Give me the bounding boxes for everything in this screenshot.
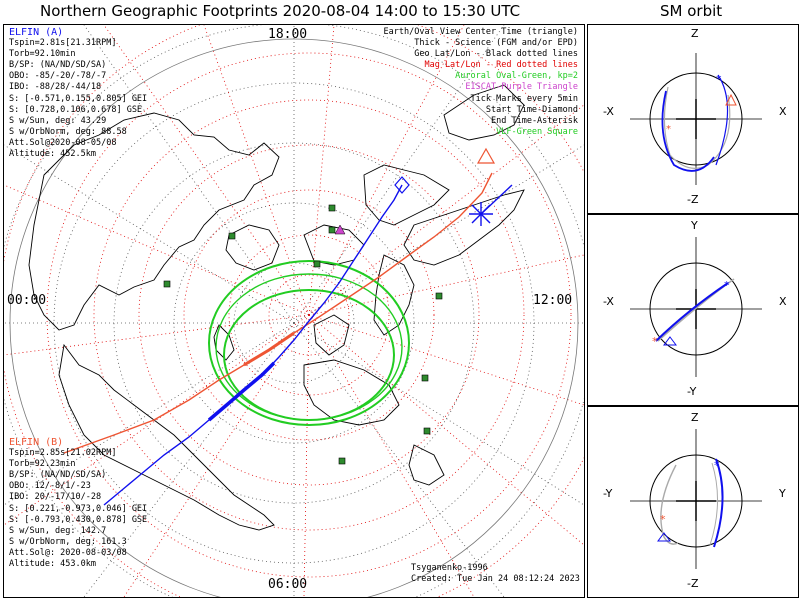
elfin-b-center-triangle xyxy=(476,147,496,164)
elfin-a-start-diamond xyxy=(394,176,410,194)
elfin_b-line: S w/Sun, deg: 142.7 xyxy=(9,525,107,536)
hour-right: 12:00 xyxy=(533,293,573,308)
side-title: SM orbit xyxy=(660,2,723,20)
mag-meridians xyxy=(4,25,584,597)
elfin-b-trace xyxy=(63,147,496,454)
elfin_b-line: S w/OrbNorm, deg: 161.3 xyxy=(9,536,127,547)
created-label: Created: Tue Jan 24 08:12:24 2023 xyxy=(411,574,580,585)
elfin-a-trace xyxy=(103,176,513,506)
legend-item: Earth/Oval View Center Time (triangle) xyxy=(383,27,578,37)
orbit1-top: Z xyxy=(691,27,699,40)
legend-item: Mag Lat/Lon - Red dotted lines xyxy=(424,60,578,71)
elfin_a-line: Tspin=2.81s[21.31RPM] xyxy=(9,38,117,49)
orbit2-right: X xyxy=(779,295,787,308)
elfin_a-line: IBO: -88/28/-44/18 xyxy=(9,82,102,93)
orbit3-left: -Y xyxy=(603,487,613,500)
orbit3-right: Y xyxy=(779,487,786,500)
elfin-a-lines: ELFIN (A) Tspin=2.81s[21.31RPM] Torb=92.10… xyxy=(9,27,147,160)
hour-bottom: 06:00 xyxy=(268,577,308,592)
elfin_a-line: Torb=92.10min xyxy=(9,49,76,60)
hour-top: 18:00 xyxy=(268,27,308,42)
auroral-oval xyxy=(208,260,410,426)
orbit1-bottom: -Z xyxy=(687,193,699,206)
svg-text:*: * xyxy=(666,124,671,135)
legend-item: Start Time-Diamond xyxy=(485,104,578,115)
elfin_a-line: S: [0.728,0.106,0.678] GSE xyxy=(9,104,143,115)
legend-item: Auroral Oval-Green, kp=2 xyxy=(455,71,578,82)
legend-item: End Time-Asterisk xyxy=(491,115,578,126)
orbit1-right: X xyxy=(779,105,787,118)
orbit1-left: -X xyxy=(603,105,614,118)
elfin_b-line: Tspin=2.85s[21.02RPM] xyxy=(9,448,117,459)
orbit2-left: -X xyxy=(603,295,614,308)
svg-text:*: * xyxy=(724,279,730,292)
svg-text:*: * xyxy=(714,459,720,472)
footer: Tsyganenko-1996 Created: Tue Jan 24 08:1… xyxy=(411,563,580,585)
eiscat-triangle xyxy=(334,224,346,235)
elfin_a-line: Altitude: 452.5km xyxy=(9,149,96,160)
legend-item: VLF-Green Square xyxy=(496,126,578,137)
legend: Earth/Oval View Center Time (triangle) Th… xyxy=(384,27,578,138)
elfin_a-line: S w/OrbNorm, deg: 88.58 xyxy=(9,126,127,137)
main-title: Northern Geographic Footprints 2020-08-0… xyxy=(40,2,521,20)
elfin-b-info: ELFIN (B) Tspin=2.85s[21.02RPM] Torb=92.23… xyxy=(9,437,147,570)
elfin_b-line: Altitude: 453.0km xyxy=(9,559,96,570)
svg-text:*: * xyxy=(660,513,666,526)
elfin_b-line: OBO: 12/-8/1/-23 xyxy=(9,481,91,492)
elfin_a-name: ELFIN (A) xyxy=(9,27,64,38)
elfin_a-line: Att.Sol@2020-08-05/08 xyxy=(9,137,117,148)
elfin_b-line: Torb=92.23min xyxy=(9,459,76,470)
legend-item: EISCAT-Purple Triangle xyxy=(465,82,578,93)
legend-item: Tick Marks every 5min xyxy=(470,93,578,104)
svg-text:*: * xyxy=(652,335,658,348)
elfin-b-lines: ELFIN (B) Tspin=2.85s[21.02RPM] Torb=92.23… xyxy=(9,437,147,570)
elfin_b-line: S: [0.221,-0.973,0.046] GEI xyxy=(9,503,148,514)
elfin-a-info: ELFIN (A) Tspin=2.81s[21.31RPM] Torb=92.10… xyxy=(9,27,147,160)
polar-map xyxy=(4,25,584,597)
vlf-stations xyxy=(163,204,443,465)
legend-item: Geo Lat/Lon - Black dotted lines xyxy=(414,49,578,60)
elfin_a-line: S: [-0.571,0.155,0.805] GEI xyxy=(9,93,148,104)
orbit-panel-yz: * * Z -Z -Y Y xyxy=(587,406,799,598)
orbit3-bottom: -Z xyxy=(687,577,699,590)
elfin_a-line: B/SP: (NA/ND/SD/SA) xyxy=(9,60,107,71)
elfin_b-name: ELFIN (B) xyxy=(9,437,64,448)
elfin_b-line: Att.Sol@: 2020-08-03/08 xyxy=(9,547,127,558)
orbit2-top: Y xyxy=(691,219,698,232)
legend-item: Thick - Science (FGM and/or EPD) xyxy=(414,38,578,49)
elfin_a-line: OBO: -85/-20/-78/-7 xyxy=(9,71,107,82)
hour-left: 00:00 xyxy=(7,293,47,308)
svg-text:*: * xyxy=(716,73,722,86)
elfin_b-line: S: [-0.793,0.430,0.878] GSE xyxy=(9,514,148,525)
mag-latitude-circles xyxy=(4,25,584,597)
orbit-panel-xz: * * Z -Z -X X xyxy=(587,24,799,214)
orbit-panel-xy: * * Y -Y -X X xyxy=(587,214,799,406)
model-label: Tsyganenko-1996 xyxy=(411,563,488,573)
elfin_b-line: IBO: 20/-17/10/-28 xyxy=(9,492,102,503)
orbit2-bottom: -Y xyxy=(687,385,697,398)
elfin_a-line: S w/Sun, deg: 43.29 xyxy=(9,115,107,126)
orbit3-top: Z xyxy=(691,411,699,424)
map-boundary xyxy=(9,38,579,597)
elfin_b-line: B/SP: (NA/ND/SD/SA) xyxy=(9,470,107,481)
map-panel: 18:00 00:00 12:00 06:00 ELFIN (A) Tspin=2… xyxy=(3,24,585,598)
